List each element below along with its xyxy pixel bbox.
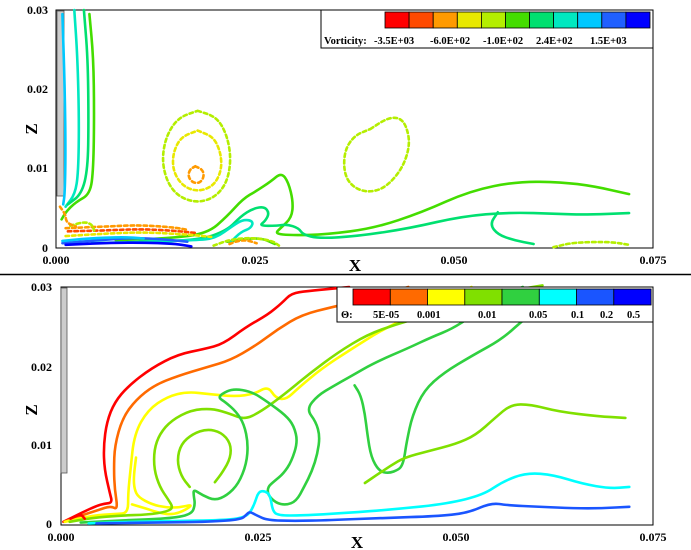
legend-colorbar bbox=[384, 11, 651, 29]
legend-label: 0.05 bbox=[529, 310, 547, 321]
contour-line bbox=[62, 285, 351, 524]
x-tick-label: 0.000 bbox=[48, 530, 75, 544]
legend-label: -1.0E+02 bbox=[483, 36, 523, 47]
contour-line bbox=[62, 285, 410, 524]
y-tick-label: 0.03 bbox=[27, 3, 48, 17]
plot-frame-concentration bbox=[60, 286, 654, 526]
contour-line bbox=[114, 173, 631, 242]
contour-line bbox=[176, 428, 232, 489]
legend-label: 5E-05 bbox=[373, 310, 399, 321]
x-tick-label: 0.050 bbox=[441, 253, 468, 267]
plot-frame-vorticity bbox=[55, 9, 654, 249]
legend-swatch bbox=[577, 11, 603, 29]
contour-line bbox=[552, 240, 631, 249]
legend-swatch bbox=[505, 11, 531, 29]
y-tick-label: 0.01 bbox=[31, 438, 52, 452]
legend-swatch bbox=[529, 11, 555, 29]
legend-label: 0.01 bbox=[478, 310, 496, 321]
contour-line bbox=[61, 12, 67, 206]
y-tick-label: 0 bbox=[42, 241, 48, 255]
contour-line bbox=[58, 205, 78, 228]
contour-line bbox=[490, 211, 535, 246]
legend-swatch bbox=[408, 11, 434, 29]
legend-symbol: Θ: bbox=[341, 310, 353, 321]
contour-line bbox=[130, 456, 192, 516]
x-tick-label: 0.025 bbox=[245, 530, 272, 544]
legend-swatch bbox=[613, 288, 652, 306]
contour-line bbox=[69, 513, 86, 520]
vorticity-contours bbox=[58, 8, 631, 249]
legend-swatch bbox=[501, 288, 540, 306]
legend-swatch bbox=[464, 288, 503, 306]
legend-label: 2.4E+02 bbox=[536, 36, 573, 47]
contour-line bbox=[64, 8, 81, 208]
legend-swatch bbox=[625, 11, 651, 29]
contour-line bbox=[61, 236, 145, 243]
legend-swatch bbox=[601, 11, 627, 29]
legend-swatch bbox=[576, 288, 615, 306]
contour-line bbox=[66, 228, 197, 235]
legend-swatch bbox=[480, 11, 506, 29]
y-axis-label: Z bbox=[22, 123, 41, 134]
legend-title: Vorticity: bbox=[324, 36, 367, 47]
contour-line bbox=[66, 8, 90, 206]
x-tick-label: 0.025 bbox=[242, 253, 269, 267]
legend-label: 0.001 bbox=[417, 310, 441, 321]
legend-swatch bbox=[456, 11, 482, 29]
legend-swatch bbox=[352, 288, 391, 306]
y-tick-label: 0 bbox=[46, 517, 52, 531]
y-axis-label: Z bbox=[22, 404, 41, 415]
wall-plate-concentration bbox=[60, 287, 68, 474]
contour-line bbox=[138, 206, 631, 243]
contour-line bbox=[60, 12, 96, 221]
contour-line bbox=[161, 109, 232, 203]
x-axis-label: X bbox=[349, 256, 362, 275]
y-tick-label: 0.02 bbox=[27, 82, 48, 96]
contour-line bbox=[187, 165, 205, 185]
legend-label: -3.5E+03 bbox=[374, 36, 414, 47]
legend-label: 0.5 bbox=[627, 310, 640, 321]
legend-swatch bbox=[553, 11, 579, 29]
contour-line bbox=[342, 116, 411, 193]
legend-label: 1.5E+03 bbox=[590, 36, 627, 47]
concentration-legend: Θ: 5E-05 0.001 0.01 0.05 0.1 0.2 0.5 bbox=[336, 286, 654, 323]
vorticity-panel: Vorticity: -3.5E+03 -6.0E+02 -1.0E+02 2.… bbox=[22, 3, 667, 275]
vorticity-legend: Vorticity: -3.5E+03 -6.0E+02 -1.0E+02 2.… bbox=[320, 9, 654, 49]
contour-line bbox=[79, 285, 525, 524]
legend-swatch bbox=[427, 288, 466, 306]
contour-line bbox=[228, 239, 258, 246]
legend-swatch bbox=[432, 11, 458, 29]
legend-label: 0.2 bbox=[600, 310, 613, 321]
legend-colorbar bbox=[352, 288, 652, 306]
x-tick-label: 0.075 bbox=[640, 530, 667, 544]
contour-line bbox=[61, 236, 189, 245]
contour-line bbox=[64, 241, 193, 248]
x-tick-label: 0.000 bbox=[43, 253, 70, 267]
contour-line bbox=[63, 285, 473, 524]
y-tick-label: 0.02 bbox=[31, 360, 52, 374]
legend-swatch bbox=[384, 11, 410, 29]
contour-line bbox=[212, 236, 281, 247]
contour-line bbox=[64, 231, 213, 239]
y-tick-label: 0.01 bbox=[27, 161, 48, 175]
legend-label: 0.1 bbox=[571, 310, 584, 321]
x-tick-label: 0.075 bbox=[640, 253, 667, 267]
legend-swatch bbox=[538, 288, 577, 306]
x-axis-label: X bbox=[351, 533, 364, 550]
legend-swatch bbox=[389, 288, 428, 306]
concentration-panel: Θ: 5E-05 0.001 0.01 0.05 0.1 0.2 0.5 0.0… bbox=[22, 280, 667, 550]
contour-line bbox=[363, 403, 627, 485]
contour-line bbox=[95, 502, 631, 525]
legend-label: -6.0E+02 bbox=[430, 36, 470, 47]
y-tick-label: 0.03 bbox=[31, 280, 52, 294]
contour-line bbox=[171, 129, 223, 192]
x-tick-label: 0.050 bbox=[443, 530, 470, 544]
